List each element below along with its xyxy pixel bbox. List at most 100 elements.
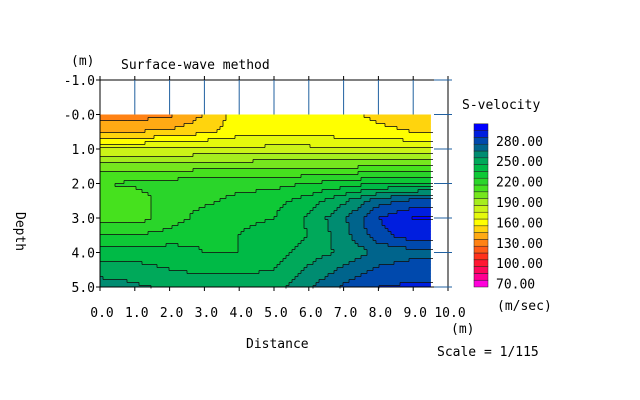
contour-cell xyxy=(208,156,212,160)
contour-cell xyxy=(418,162,422,166)
contour-cell xyxy=(202,201,206,205)
contour-cell xyxy=(289,144,293,148)
contour-cell xyxy=(106,174,110,178)
contour-cell xyxy=(184,156,188,160)
contour-cell xyxy=(217,147,221,151)
contour-cell xyxy=(268,183,272,187)
contour-cell xyxy=(304,210,308,214)
contour-cell xyxy=(157,138,161,142)
contour-cell xyxy=(364,126,368,130)
contour-cell xyxy=(148,138,152,142)
contour-cell xyxy=(391,237,395,241)
contour-cell xyxy=(343,246,347,250)
contour-cell xyxy=(163,195,167,199)
contour-cell xyxy=(202,141,206,145)
contour-cell xyxy=(130,186,134,190)
contour-cell xyxy=(430,171,431,175)
contour-cell xyxy=(232,240,236,244)
contour-cell xyxy=(205,192,209,196)
contour-cell xyxy=(196,123,200,127)
contour-cell xyxy=(178,186,182,190)
contour-cell xyxy=(184,144,188,148)
contour-cell xyxy=(400,192,404,196)
contour-cell xyxy=(430,195,431,199)
contour-cell xyxy=(142,243,146,247)
contour-cell xyxy=(376,240,380,244)
contour-cell xyxy=(292,180,296,184)
contour-cell xyxy=(283,192,287,196)
contour-cell xyxy=(238,156,242,160)
contour-cell xyxy=(409,183,413,187)
contour-cell xyxy=(169,132,173,136)
contour-cell xyxy=(259,219,263,223)
contour-cell xyxy=(304,204,308,208)
contour-cell xyxy=(400,156,404,160)
contour-cell xyxy=(325,213,329,217)
contour-cell xyxy=(364,240,368,244)
contour-cell xyxy=(394,183,398,187)
contour-cell xyxy=(160,141,164,145)
contour-cell xyxy=(301,243,305,247)
contour-cell xyxy=(397,192,401,196)
contour-cell xyxy=(121,144,125,148)
contour-cell xyxy=(415,126,419,130)
contour-cell xyxy=(301,150,305,154)
contour-cell xyxy=(319,225,323,229)
contour-cell xyxy=(412,246,416,250)
contour-cell xyxy=(250,237,254,241)
contour-cell xyxy=(370,246,374,250)
contour-cell xyxy=(148,135,152,139)
contour-cell xyxy=(133,144,137,148)
contour-cell xyxy=(244,207,248,211)
contour-cell xyxy=(190,228,194,232)
contour-cell xyxy=(199,210,203,214)
contour-cell xyxy=(379,138,383,142)
contour-cell xyxy=(340,144,344,148)
contour-cell xyxy=(313,165,317,169)
contour-cell xyxy=(262,228,266,232)
contour-cell xyxy=(172,123,176,127)
contour-cell xyxy=(301,213,305,217)
contour-cell xyxy=(337,201,341,205)
contour-cell xyxy=(208,138,212,142)
contour-cell xyxy=(235,231,239,235)
contour-cell xyxy=(112,216,116,220)
contour-cell xyxy=(403,222,407,226)
contour-cell xyxy=(406,153,410,157)
contour-cell xyxy=(340,198,344,202)
contour-cell xyxy=(283,234,287,238)
contour-cell xyxy=(133,225,137,229)
contour-cell xyxy=(151,222,155,226)
contour-cell xyxy=(328,189,332,193)
contour-cell xyxy=(424,114,428,118)
contour-cell xyxy=(283,114,287,118)
contour-cell xyxy=(139,129,143,133)
contour-cell xyxy=(112,135,116,139)
contour-cell xyxy=(412,114,416,118)
contour-cell xyxy=(397,144,401,148)
contour-cell xyxy=(343,207,347,211)
contour-cell xyxy=(193,174,197,178)
contour-cell xyxy=(187,150,191,154)
contour-cell xyxy=(304,198,308,202)
contour-cell xyxy=(304,156,308,160)
contour-cell xyxy=(343,189,347,193)
contour-cell xyxy=(262,198,266,202)
contour-cell xyxy=(424,195,428,199)
contour-cell xyxy=(124,207,128,211)
contour-cell xyxy=(307,177,311,181)
contour-cell xyxy=(274,231,278,235)
contour-cell xyxy=(238,117,242,121)
contour-cell xyxy=(340,150,344,154)
contour-cell xyxy=(325,195,329,199)
contour-cell xyxy=(292,225,296,229)
contour-cell xyxy=(100,180,104,184)
contour-cell xyxy=(265,213,269,217)
contour-cell xyxy=(403,201,407,205)
contour-cell xyxy=(316,204,320,208)
contour-cell xyxy=(220,156,224,160)
contour-cell xyxy=(169,237,173,241)
contour-cell xyxy=(421,243,425,247)
contour-cell xyxy=(133,141,137,145)
contour-cell xyxy=(361,183,365,187)
